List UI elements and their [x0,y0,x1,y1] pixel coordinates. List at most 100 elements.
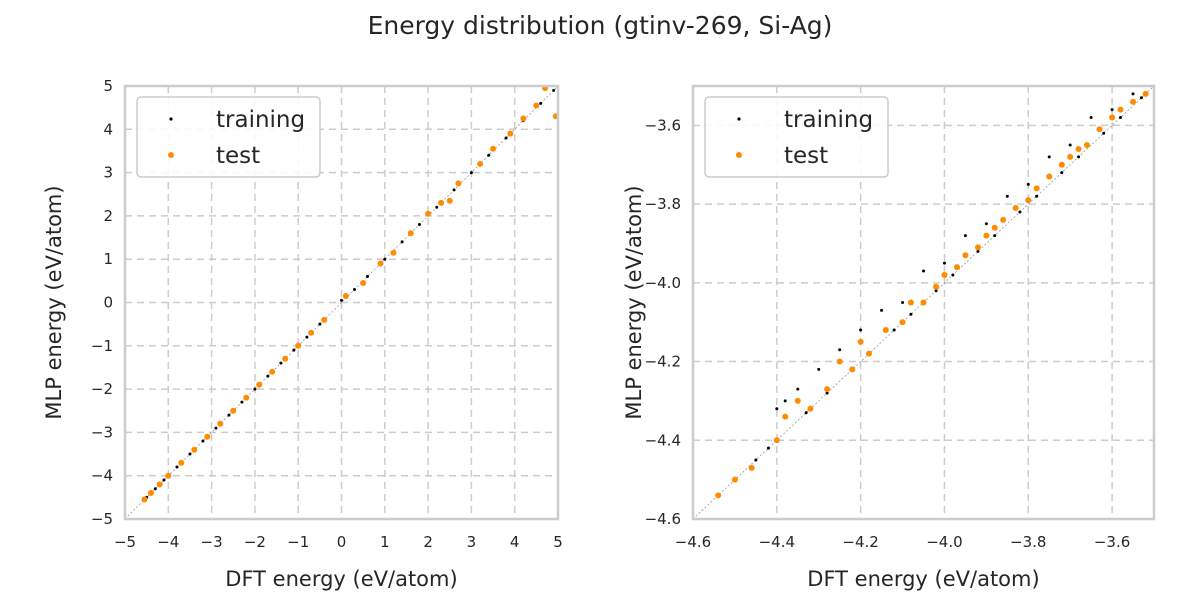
test-point [731,476,738,483]
test-point [1067,153,1074,160]
y-tick-label: −3.6 [645,116,681,134]
test-point [438,199,445,206]
test-point [748,464,755,471]
test-point [533,102,540,109]
test-point [1012,205,1019,212]
legend-label-training: training [784,107,873,133]
training-point [1110,108,1114,112]
figure-title: Energy distribution (gtinv-269, Si-Ag) [368,11,833,40]
y-tick-label: −1 [91,337,113,355]
test-point [446,197,453,204]
training-point [214,426,218,430]
test-point [794,397,801,404]
x-axis-label: DFT energy (eV/atom) [807,567,1039,591]
training-point [922,269,925,273]
test-point [178,459,185,466]
legend: training test [704,96,889,178]
training-point [201,439,205,443]
training-point [279,361,283,365]
test-point [269,368,276,375]
left-scatter-panel: −5 −4 −3 −2 −1 0 1 2 3 4 5 −5 −4 −3 −2 −1 0 1 2 3 4 5 DFT ener… [42,77,563,591]
x-tick-label: 0 [337,533,347,551]
training-point [452,188,456,192]
test-point [165,472,172,479]
x-tick-label: 5 [553,533,563,551]
training-point [365,275,369,279]
test-point [256,381,263,388]
test-point [243,394,250,401]
legend-marker-test [168,152,174,158]
test-point [377,260,384,267]
test-point [1058,161,1065,168]
x-axis-label: DFT energy (eV/atom) [225,567,457,591]
legend-label-test: test [784,143,828,169]
test-point [941,271,948,278]
training-point [1077,155,1081,159]
legend-marker-training [169,117,173,121]
training-point [783,399,787,403]
training-point [153,487,157,491]
training-point [487,153,491,157]
plot-frame [123,84,560,521]
test-point [933,283,940,290]
test-point [425,210,432,217]
test-point [907,299,914,306]
legend-marker-training [737,117,741,121]
y-tick-label: −3.8 [645,195,681,213]
training-point [1060,171,1064,175]
training-point [227,413,231,417]
test-point [321,316,328,323]
training-point [469,171,473,175]
training-point [1089,115,1093,119]
training-point [175,465,179,469]
legend-marker-test [736,152,742,158]
training-point [417,223,421,227]
training-point [796,387,800,391]
test-point [217,420,224,427]
x-tick-label: −4.6 [675,533,711,551]
training-point [539,101,543,105]
training-point [754,458,758,462]
training-point [901,301,905,304]
training-point [892,328,896,332]
test-point [866,350,873,357]
test-point [156,481,163,488]
legend: training test [136,96,321,178]
training-point [1068,143,1072,147]
test-point [360,280,367,287]
training-point [253,387,257,391]
training-point [435,205,439,209]
series-test [141,85,559,503]
x-tick-label: 1 [380,533,390,551]
test-point [836,358,843,365]
training-point [859,328,863,332]
test-point [991,224,998,231]
test-point [191,446,198,453]
training-point [1005,194,1009,198]
x-tick-label: 4 [510,533,520,551]
training-point [552,88,556,92]
training-point [1102,131,1106,135]
x-tick-label: −3.6 [1094,533,1130,551]
training-point [934,289,938,293]
legend-label-training: training [216,107,305,133]
training-point [188,452,192,456]
test-point [1142,90,1149,97]
training-point [775,407,779,411]
x-tick-label: −3.8 [1010,533,1046,551]
training-point [817,367,821,371]
y-tick-label: −2 [91,380,113,398]
x-tick-label: −5 [114,533,136,551]
test-point [962,252,969,259]
training-point [825,391,829,395]
training-point [318,322,322,326]
training-point [880,308,884,312]
x-tick-label: −4.2 [842,533,878,551]
x-tick-label: −4.4 [759,533,795,551]
test-point [983,232,990,239]
test-point [1000,216,1007,223]
test-point [455,180,462,187]
training-point [838,348,842,352]
training-point [1018,210,1022,214]
